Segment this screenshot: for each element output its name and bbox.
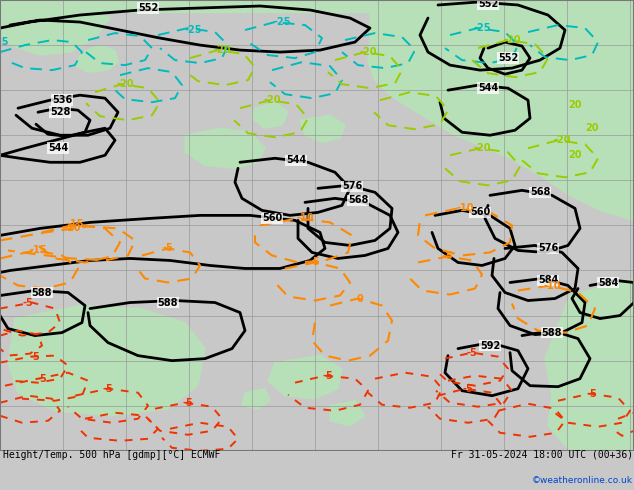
Text: -20: -20: [473, 143, 491, 153]
Text: -5: -5: [163, 244, 173, 253]
Text: ©weatheronline.co.uk: ©weatheronline.co.uk: [532, 476, 633, 485]
Text: 544: 544: [48, 143, 68, 153]
Polygon shape: [75, 45, 118, 72]
Text: -5: -5: [103, 384, 113, 393]
Text: -10: -10: [63, 223, 81, 233]
Text: 568: 568: [348, 196, 368, 205]
Polygon shape: [252, 102, 288, 128]
Text: -20: -20: [553, 135, 571, 145]
Text: -10: -10: [456, 203, 474, 213]
Text: -5: -5: [463, 384, 474, 393]
Text: -25: -25: [184, 25, 202, 35]
Text: -20: -20: [503, 35, 521, 45]
Text: -20: -20: [359, 47, 377, 57]
Text: 588: 588: [541, 328, 562, 338]
Text: -25: -25: [473, 23, 491, 33]
Text: -10: -10: [296, 213, 314, 223]
Polygon shape: [545, 278, 634, 451]
Polygon shape: [0, 0, 110, 55]
Text: 588: 588: [158, 297, 178, 308]
Text: -5: -5: [323, 370, 333, 381]
Text: 528: 528: [50, 107, 70, 117]
Text: -5: -5: [443, 251, 453, 262]
Text: 536: 536: [52, 95, 72, 105]
Text: 584: 584: [538, 275, 558, 286]
Text: 584: 584: [598, 277, 618, 288]
Text: -5: -5: [30, 352, 41, 362]
Text: -5: -5: [37, 374, 48, 384]
Text: 20: 20: [568, 100, 582, 110]
Text: -5: -5: [467, 347, 477, 358]
Text: -5: -5: [183, 398, 193, 408]
Text: -5: -5: [586, 389, 597, 399]
Text: Fr 31-05-2024 18:00 UTC (00+36): Fr 31-05-2024 18:00 UTC (00+36): [451, 450, 633, 460]
Polygon shape: [185, 128, 265, 168]
Bar: [0, 0, 634, 12]
Polygon shape: [368, 0, 634, 220]
Text: -20: -20: [263, 95, 281, 105]
Text: 560: 560: [262, 213, 282, 223]
Text: 576: 576: [342, 181, 362, 191]
Text: Height/Temp. 500 hPa [gdmp][°C] ECMWF: Height/Temp. 500 hPa [gdmp][°C] ECMWF: [3, 450, 221, 460]
Text: 560: 560: [470, 207, 490, 218]
Text: 568: 568: [530, 187, 550, 197]
Text: 552: 552: [138, 3, 158, 13]
Text: 20: 20: [568, 150, 582, 160]
Text: 544: 544: [286, 155, 306, 165]
Text: 592: 592: [480, 341, 500, 351]
Text: -15: -15: [29, 245, 47, 255]
Text: 588: 588: [32, 288, 52, 297]
Text: -15: -15: [66, 220, 84, 229]
Text: 544: 544: [478, 83, 498, 93]
Polygon shape: [268, 356, 342, 399]
Text: -20: -20: [213, 45, 231, 55]
Polygon shape: [242, 389, 270, 409]
Text: -25: -25: [273, 17, 291, 27]
Polygon shape: [8, 306, 205, 416]
Text: 576: 576: [538, 244, 558, 253]
Text: -20: -20: [116, 79, 134, 89]
Text: 552: 552: [498, 53, 518, 63]
Text: -5: -5: [309, 257, 320, 268]
Text: 20: 20: [585, 123, 598, 133]
Text: -5: -5: [23, 297, 34, 308]
Polygon shape: [330, 401, 365, 426]
Polygon shape: [300, 115, 345, 142]
Text: -10: -10: [543, 280, 560, 291]
Text: 0: 0: [356, 294, 363, 303]
Text: 552: 552: [478, 0, 498, 9]
Text: -25: -25: [0, 37, 9, 47]
